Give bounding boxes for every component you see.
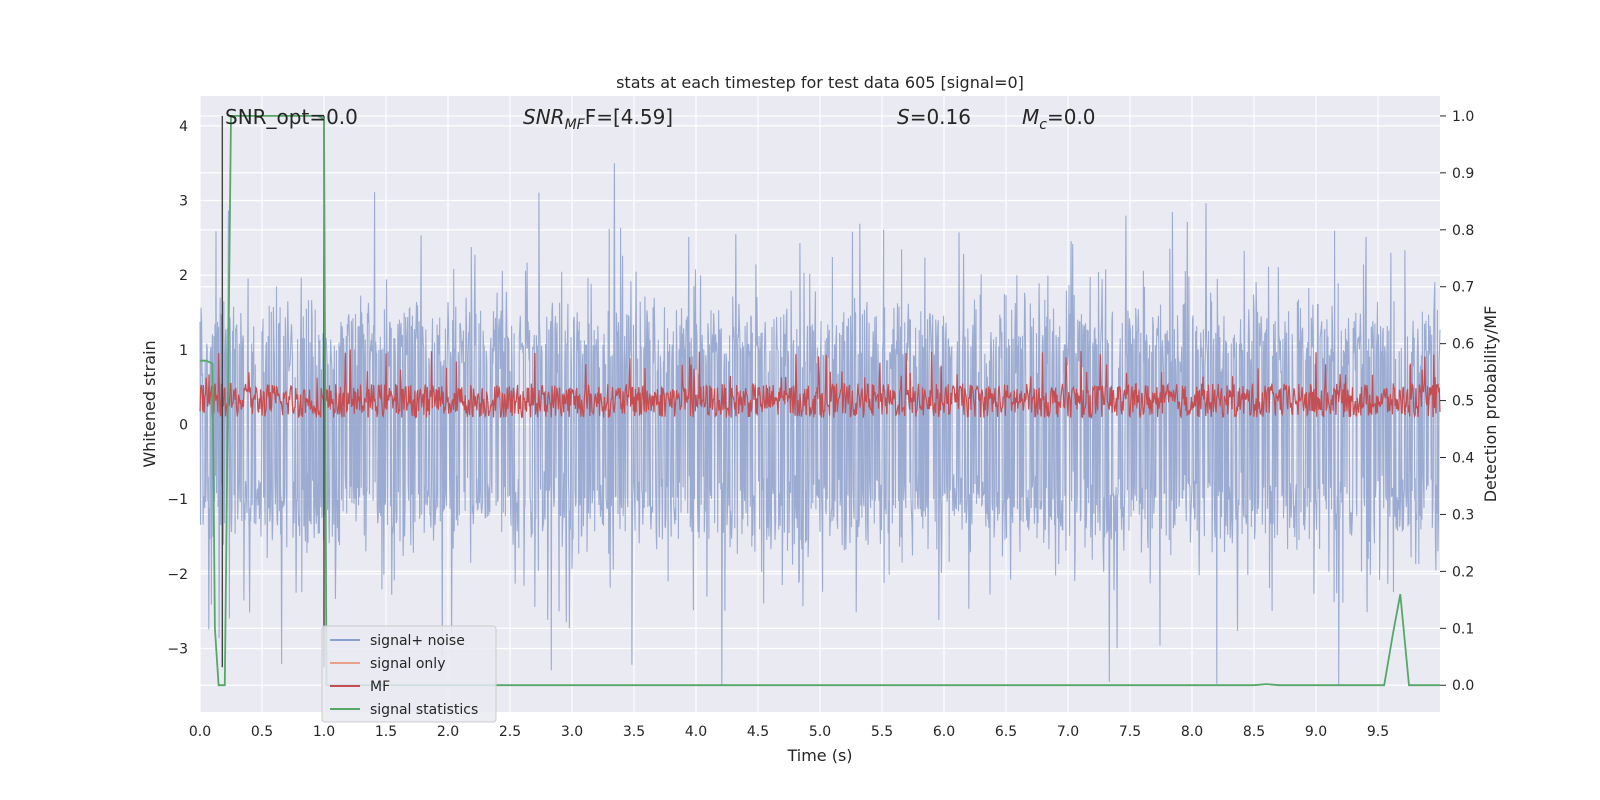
y2-tick-label: 0.9: [1452, 166, 1474, 182]
legend-box: [321, 625, 497, 723]
legend-label-signal-noise: signal+ noise: [370, 633, 465, 649]
legend-label-mf: MF: [370, 679, 390, 695]
s-value: =0.16: [910, 105, 971, 129]
x-tick-label: 5.5: [871, 724, 893, 740]
y-tick-label: −2: [167, 567, 188, 583]
series-signal-noise: [199, 163, 1441, 686]
x-tick-label: 5.0: [809, 724, 831, 740]
y2-tick-label: 0.7: [1452, 280, 1474, 296]
s-symbol: S: [897, 105, 910, 129]
x-tick-label: 7.0: [1057, 724, 1079, 740]
y2-axis-label: Detection probability/MF: [1481, 306, 1500, 503]
y-tick-label: 0: [179, 418, 188, 434]
x-tick-label: 8.5: [1243, 724, 1265, 740]
mc-subscript: c: [1039, 117, 1047, 133]
mc-annotation: Mc=0.0: [1022, 105, 1096, 133]
y-axis-label: Whitened strain: [140, 340, 159, 467]
mf-line: [199, 349, 1441, 420]
x-tick-label: 7.5: [1119, 724, 1141, 740]
x-tick-label: 2.0: [437, 724, 459, 740]
y2-tick-label: 0.3: [1452, 507, 1474, 523]
y-tick-label: 2: [179, 268, 188, 284]
mc-symbol: M: [1022, 105, 1039, 129]
x-tick-label: 1.0: [313, 724, 335, 740]
mc-value: =0.0: [1047, 105, 1096, 129]
y-tick-label: −3: [167, 642, 188, 658]
y2-tick-label: 0.5: [1452, 394, 1474, 410]
y2-tick-label: 0.4: [1452, 451, 1474, 467]
snr-opt-annotation: SNR_opt=0.0: [225, 105, 358, 129]
x-tick-label: 9.0: [1305, 724, 1327, 740]
legend-label-signal-only: signal only: [370, 656, 445, 672]
x-axis-ticks: 0.0 0.5 1.0 1.5 2.0 2.5 3.0 3.5 4.0 4.5 5.0 5.5 6.0 6…: [189, 724, 1389, 740]
chart-title: stats at each timestep for test data 605…: [616, 73, 1024, 92]
y-tick-label: 1: [179, 343, 188, 359]
y2-tick-label: 0.0: [1452, 678, 1474, 694]
legend: signal+ noise signal only MF signal stat…: [321, 625, 497, 723]
x-tick-label: 1.5: [375, 724, 397, 740]
x-tick-label: 3.0: [561, 724, 583, 740]
signal-noise-line: [199, 163, 1441, 686]
y2-tick-label: 0.6: [1452, 337, 1474, 353]
y-tick-label: 4: [179, 119, 188, 135]
x-tick-label: 9.5: [1367, 724, 1389, 740]
s-annotation: S=0.16: [897, 105, 971, 129]
legend-label-signal-statistics: signal statistics: [370, 702, 478, 718]
y2-tick-label: 0.1: [1452, 621, 1474, 637]
y-tick-label: −1: [167, 492, 188, 508]
x-tick-label: 3.5: [623, 724, 645, 740]
x-tick-label: 8.0: [1181, 724, 1203, 740]
x-tick-label: 4.0: [685, 724, 707, 740]
y-tick-label: 3: [179, 194, 188, 210]
y-axis-ticks: 4 3 2 1 0 −1 −2 −3: [167, 119, 188, 658]
x-tick-label: 2.5: [499, 724, 521, 740]
snr-mf-subscript: MF: [565, 117, 586, 133]
y2-tick-label: 0.2: [1452, 564, 1474, 580]
y2-tick-label: 1.0: [1452, 109, 1474, 125]
snr-mf-symbol: SNR: [523, 105, 565, 129]
snr-mf-annotation: SNRMFF=[4.59]: [523, 105, 673, 133]
x-tick-label: 0.0: [189, 724, 211, 740]
x-tick-label: 4.5: [747, 724, 769, 740]
x-tick-label: 0.5: [251, 724, 273, 740]
snr-mf-value: F=[4.59]: [585, 105, 673, 129]
x-axis-label: Time (s): [786, 746, 852, 765]
x-tick-label: 6.0: [933, 724, 955, 740]
x-tick-label: 6.5: [995, 724, 1017, 740]
y2-tick-label: 0.8: [1452, 223, 1474, 239]
series-mf: [199, 349, 1441, 420]
y2-axis-ticks: 1.0 0.9 0.8 0.7 0.6 0.5 0.4 0.3 0.2 0.1 0.0: [1440, 109, 1474, 694]
